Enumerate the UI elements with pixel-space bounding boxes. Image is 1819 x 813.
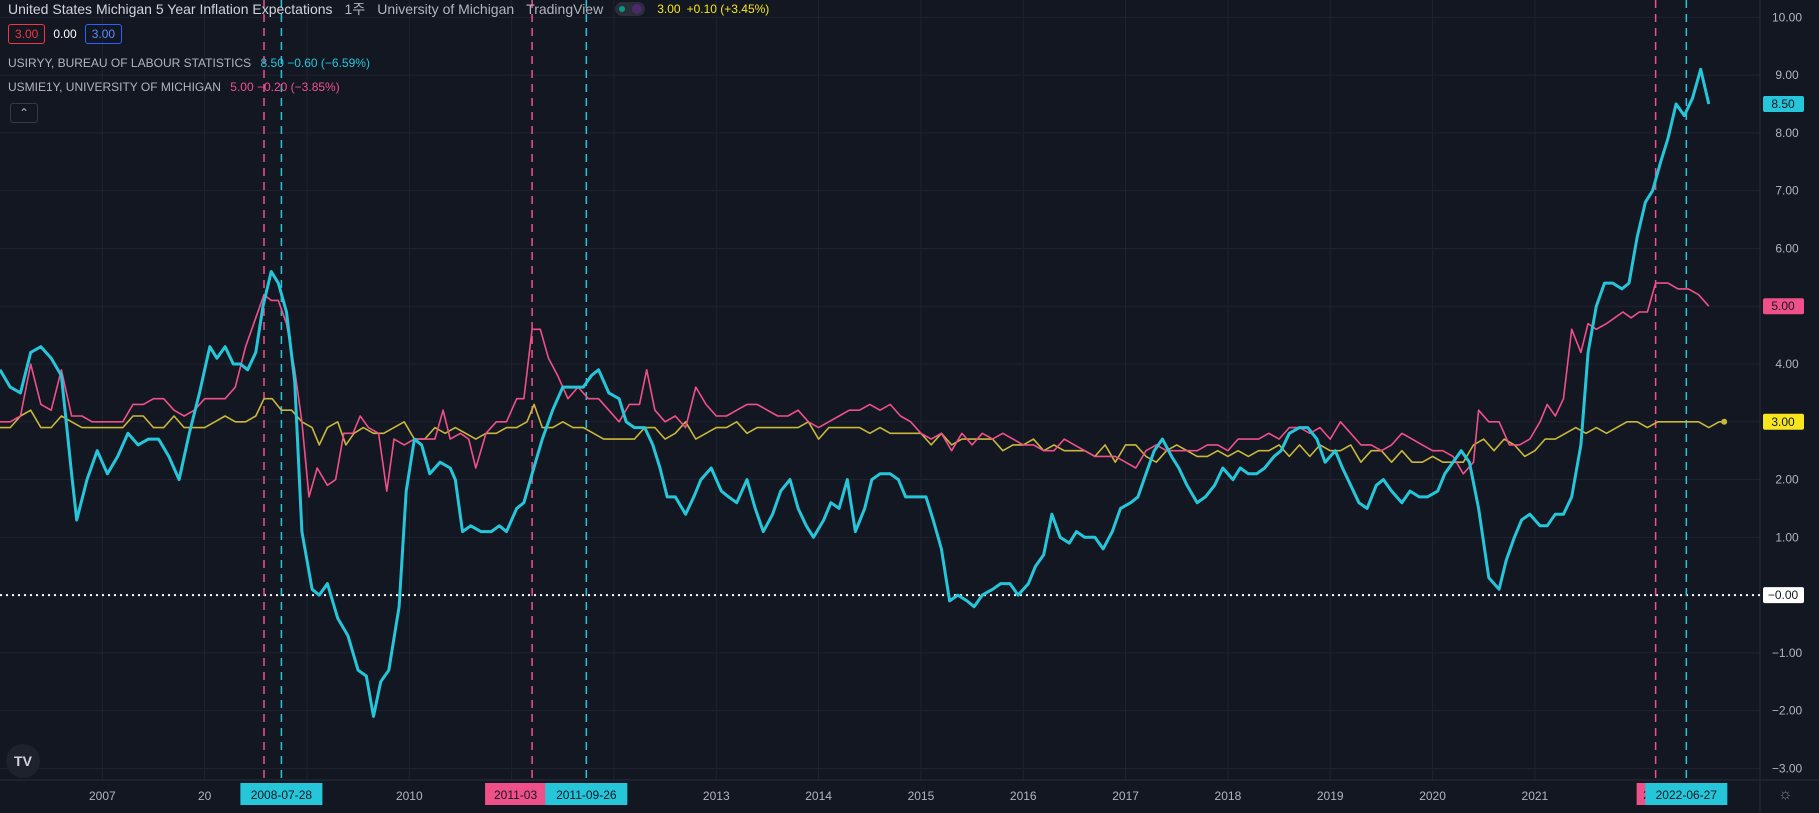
- x-tick-label: 2020: [1419, 789, 1446, 803]
- price-label-text: −0.00: [1768, 588, 1799, 602]
- x-tick-label: 2007: [89, 789, 116, 803]
- price-label-badge: [1763, 96, 1804, 112]
- time-marker-label: 2022-06-27: [1656, 788, 1718, 802]
- last-value: 3.00: [657, 2, 681, 16]
- ohlc-row: 3.00 0.00 3.00: [8, 24, 123, 44]
- time-marker-badge: [240, 783, 323, 805]
- platform-label: TradingView: [526, 1, 604, 17]
- time-marker-label: 2011-03: [494, 788, 537, 802]
- time-marker-badge: [1645, 783, 1728, 805]
- price-label-text: 8.50: [1771, 97, 1795, 111]
- y-tick-label: 10.00: [1772, 10, 1802, 24]
- ohlc-white-value: 0.00: [53, 27, 77, 41]
- time-marker-badge: [545, 783, 628, 805]
- x-tick-label: 2019: [1317, 789, 1344, 803]
- chart-title: United States Michigan 5 Year Inflation …: [8, 1, 333, 17]
- legend-change: −0.60 (−6.59%): [287, 56, 370, 70]
- source-label: University of Michigan: [377, 1, 515, 17]
- last-change: +0.10 (+3.45%): [686, 2, 770, 16]
- price-label-badge: [1763, 298, 1804, 315]
- collapse-legend-button[interactable]: ⌃: [10, 103, 38, 123]
- y-tick-label: 1.00: [1775, 530, 1799, 544]
- series-end-dot: [1721, 418, 1728, 425]
- x-tick-label: 20: [198, 789, 212, 803]
- x-tick-label: 2015: [908, 789, 935, 803]
- chevron-up-icon: ⌃: [18, 106, 30, 120]
- legend-change: −0.20 (−3.85%): [256, 80, 340, 94]
- interval-label[interactable]: 1주: [344, 1, 366, 17]
- y-tick-label: −2.00: [1772, 704, 1803, 718]
- price-label-text: 5.00: [1771, 299, 1795, 313]
- toggle-icon[interactable]: [615, 2, 646, 16]
- series-line-1: [0, 67, 1711, 718]
- time-marker-label: 2008-07-28: [251, 788, 313, 802]
- legend-name: USMIE1Y, UNIVERSITY OF MICHIGAN: [8, 80, 221, 94]
- chart-header: United States Michigan 5 Year Inflation …: [8, 0, 769, 18]
- y-tick-label: 8.00: [1775, 126, 1799, 140]
- settings-icon[interactable]: ☼: [1778, 786, 1793, 803]
- x-tick-label: 2017: [1112, 789, 1139, 803]
- series-line-3: [0, 397, 1725, 463]
- x-tick-label: 2014: [805, 789, 832, 803]
- y-tick-label: 7.00: [1775, 184, 1799, 198]
- x-tick-label: 2018: [1215, 789, 1242, 803]
- legend-value: 5.00: [230, 80, 254, 94]
- legend-item-usmie1y[interactable]: USMIE1Y, UNIVERSITY OF MICHIGAN 5.00 −0.…: [8, 80, 340, 94]
- time-marker-label: 2011-09-26: [556, 788, 617, 802]
- price-label-text: 3.00: [1771, 415, 1795, 429]
- y-tick-label: 6.00: [1775, 241, 1799, 255]
- y-tick-label: 2.00: [1775, 473, 1799, 487]
- legend-name: USIRYY, BUREAU OF LABOUR STATISTICS: [8, 56, 252, 70]
- ohlc-blue-box[interactable]: 3.00: [84, 24, 123, 44]
- price-label-badge: [1763, 587, 1804, 604]
- price-label-badge: [1763, 413, 1804, 430]
- tradingview-logo-icon[interactable]: TV: [6, 744, 40, 778]
- x-tick-label: 2013: [703, 789, 730, 803]
- y-tick-label: −1.00: [1772, 646, 1803, 660]
- time-marker-badge: [485, 783, 547, 805]
- x-tick-label: 2021: [1522, 789, 1549, 803]
- x-tick-label: 2010: [396, 789, 423, 803]
- x-tick-label: 2016: [1010, 789, 1037, 803]
- ohlc-red-box[interactable]: 3.00: [8, 24, 46, 44]
- y-tick-label: 9.00: [1775, 68, 1799, 82]
- y-tick-label: 4.00: [1775, 357, 1799, 371]
- legend-item-usiryy[interactable]: USIRYY, BUREAU OF LABOUR STATISTICS 8.50…: [8, 56, 370, 70]
- legend-value: 8.50: [260, 56, 284, 70]
- y-tick-label: −3.00: [1772, 761, 1803, 775]
